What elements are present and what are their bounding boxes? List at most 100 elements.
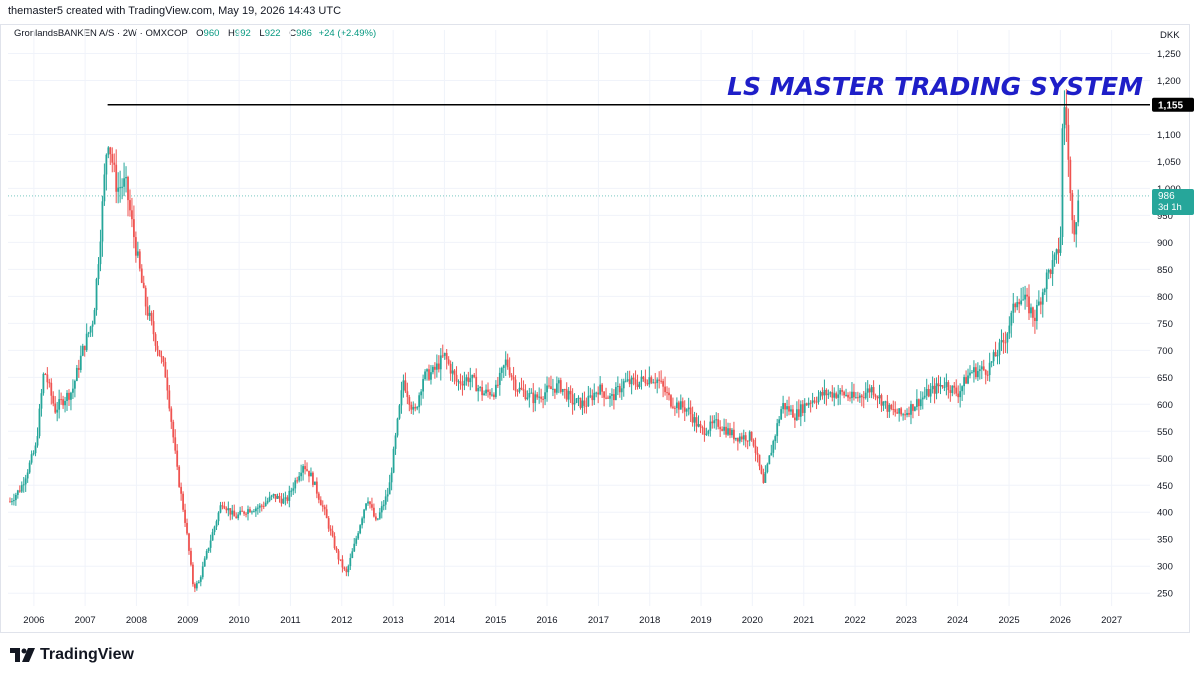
candle-body-20 xyxy=(48,382,51,384)
candle-body-259 xyxy=(518,387,521,392)
candle-body-79 xyxy=(164,361,167,378)
candle-body-230 xyxy=(461,383,464,386)
candle-body-48 xyxy=(103,174,106,202)
candle-body-401 xyxy=(797,409,800,417)
candle-body-24 xyxy=(56,409,59,413)
candle-body-406 xyxy=(807,402,810,406)
candle-body-432 xyxy=(858,395,861,398)
candle-body-70 xyxy=(146,306,149,316)
candle-body-160 xyxy=(323,506,326,510)
candle-body-113 xyxy=(231,510,234,515)
candle-body-291 xyxy=(581,400,584,408)
candle-body-332 xyxy=(662,381,665,387)
candle-body-300 xyxy=(599,384,602,395)
candle-body-441 xyxy=(876,396,879,399)
candle-body-180 xyxy=(363,509,365,519)
candle-body-59 xyxy=(125,177,127,179)
candle-body-413 xyxy=(821,392,824,396)
candle-body-312 xyxy=(622,381,625,389)
candle-body-540 xyxy=(1071,193,1074,221)
candle-body-74 xyxy=(154,334,157,346)
candle-body-93 xyxy=(192,564,194,585)
candle-body-456 xyxy=(906,412,908,416)
candle-body-77 xyxy=(160,355,163,358)
candle-body-197 xyxy=(396,418,399,436)
candle-body-509 xyxy=(1010,312,1013,326)
symbol-name[interactable]: GronlandsBANKEN A/S · 2W · OMXCOP xyxy=(14,28,188,39)
candle-body-49 xyxy=(105,154,108,175)
candle-body-249 xyxy=(498,372,501,386)
candle-body-178 xyxy=(359,525,362,534)
price-tick-400: 400 xyxy=(1157,508,1173,519)
candle-body-507 xyxy=(1006,333,1009,343)
candle-body-140 xyxy=(284,497,287,499)
candles xyxy=(9,89,1080,593)
candle-body-486 xyxy=(965,377,967,384)
candle-body-104 xyxy=(213,526,216,533)
price-tick-750: 750 xyxy=(1157,319,1173,330)
candle-body-61 xyxy=(129,200,131,211)
candle-body-86 xyxy=(178,466,181,487)
candle-body-348 xyxy=(693,417,696,423)
candle-body-444 xyxy=(882,401,885,406)
candle-body-290 xyxy=(579,397,582,408)
candle-body-237 xyxy=(475,376,478,392)
time-tick-2012: 2012 xyxy=(331,615,352,626)
candle-body-380 xyxy=(756,453,759,455)
candle-body-394 xyxy=(784,403,786,410)
candle-body-313 xyxy=(624,380,627,382)
candle-body-335 xyxy=(668,392,670,396)
candle-body-531 xyxy=(1053,254,1056,261)
candle-body-353 xyxy=(703,428,706,435)
annotation-text[interactable]: LS MASTER TRADING SYSTEM xyxy=(727,72,1143,101)
candle-body-377 xyxy=(750,431,753,440)
candle-body-169 xyxy=(341,559,344,568)
candle-body-152 xyxy=(308,470,310,477)
price-axis[interactable]: 250 300 350 400 450 500 550 600 650 700 750 800 850 9… xyxy=(1157,49,1181,600)
candle-body-397 xyxy=(790,409,792,412)
candle-body-76 xyxy=(158,350,161,356)
candle-body-466 xyxy=(925,388,928,396)
candle-body-442 xyxy=(878,395,881,399)
candle-body-126 xyxy=(256,507,259,509)
candle-body-205 xyxy=(412,406,415,410)
candle-body-529 xyxy=(1049,269,1052,274)
candle-body-362 xyxy=(721,429,724,431)
candle-body-228 xyxy=(457,381,460,383)
candle-body-116 xyxy=(237,514,240,519)
candle-body-125 xyxy=(254,508,257,512)
candle-body-192 xyxy=(386,494,389,497)
candle-body-447 xyxy=(888,404,891,412)
candle-body-2 xyxy=(13,500,15,502)
candle-body-457 xyxy=(908,412,910,415)
candle-body-329 xyxy=(656,379,659,384)
candle-body-16 xyxy=(40,393,43,409)
candle-body-26 xyxy=(60,399,63,401)
candle-body-511 xyxy=(1014,303,1017,308)
candle-body-446 xyxy=(886,401,889,412)
candle-body-129 xyxy=(262,505,265,507)
candle-body-71 xyxy=(148,312,151,316)
candle-body-435 xyxy=(864,392,867,398)
candle-body-261 xyxy=(522,389,525,391)
candle-body-214 xyxy=(430,372,432,380)
candle-body-357 xyxy=(711,421,714,424)
candle-body-131 xyxy=(266,500,269,503)
time-axis[interactable]: 2006 2007 2008 2009 2010 2011 2012 2013 2014 2015… xyxy=(23,615,1122,626)
candle-body-163 xyxy=(329,528,332,531)
candle-body-337 xyxy=(672,406,674,408)
candle-body-51 xyxy=(109,147,112,155)
time-tick-2026: 2026 xyxy=(1050,615,1071,626)
candle-body-201 xyxy=(404,380,407,392)
price-tick-1100: 1,100 xyxy=(1157,130,1181,141)
time-tick-2016: 2016 xyxy=(536,615,557,626)
candle-body-161 xyxy=(325,509,328,519)
candle-body-94 xyxy=(193,584,196,589)
candle-body-405 xyxy=(805,403,808,406)
candle-body-216 xyxy=(433,366,436,370)
candle-body-82 xyxy=(170,408,173,422)
candle-body-32 xyxy=(72,388,74,393)
candle-body-379 xyxy=(754,445,757,454)
symbol-legend: GronlandsBANKEN A/S · 2W · OMXCOP O960 H… xyxy=(14,28,376,39)
